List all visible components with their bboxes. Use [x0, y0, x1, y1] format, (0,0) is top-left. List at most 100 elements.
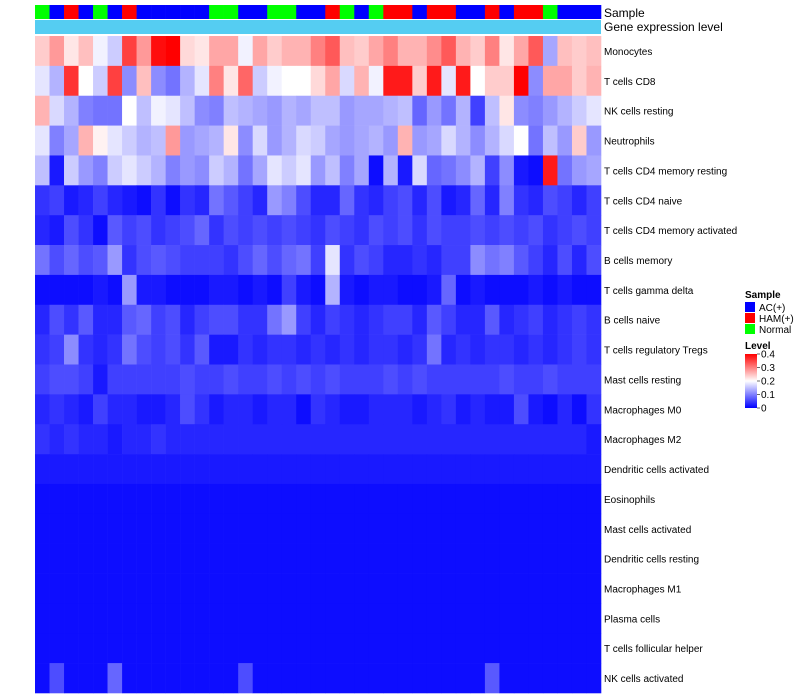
heatmap-cell [455, 125, 471, 156]
heatmap-cell [310, 364, 326, 395]
legend-sample-swatch [745, 324, 755, 334]
heatmap-cell [78, 304, 94, 335]
heatmap-cell [252, 483, 268, 515]
heatmap-cell [252, 36, 268, 67]
heatmap-cell [455, 185, 471, 216]
heatmap-cell [455, 65, 471, 97]
heatmap-cell [267, 215, 283, 246]
heatmap-cell [209, 245, 224, 276]
heatmap-cell [586, 155, 602, 186]
heatmap-cell [368, 513, 384, 544]
heatmap-cell [528, 633, 544, 664]
heatmap-cell [426, 65, 442, 97]
sample-track-cell [223, 5, 239, 19]
heatmap-cell [499, 245, 515, 276]
heatmap-cell [397, 454, 413, 485]
heatmap-cell [78, 125, 94, 156]
heatmap-cell [455, 364, 471, 395]
row-label: Dendritic cells activated [604, 465, 709, 476]
gene-expression-track [35, 20, 601, 34]
heatmap-cell [557, 364, 573, 395]
heatmap-cell [35, 36, 50, 67]
heatmap-cell [107, 454, 123, 485]
row-label: Eosinophils [604, 495, 655, 506]
heatmap-cell [296, 633, 312, 664]
heatmap-cell [383, 603, 399, 634]
heatmap-cell [136, 573, 152, 604]
heatmap-cell [339, 454, 355, 485]
sample-track-cell [455, 5, 471, 19]
sample-track-cell [238, 5, 253, 19]
heatmap-cell [586, 245, 602, 276]
heatmap-cell [64, 513, 79, 544]
heatmap-cell [64, 95, 79, 126]
heatmap-cell [296, 36, 312, 67]
heatmap-cell [542, 155, 558, 186]
heatmap-cell [513, 65, 529, 97]
heatmap-cell [165, 424, 181, 455]
heatmap-cell [441, 364, 457, 395]
heatmap-cell [499, 274, 515, 306]
heatmap-cell [78, 95, 94, 126]
heatmap-cell [484, 185, 500, 216]
heatmap-cell [78, 633, 94, 664]
heatmap-cell [194, 215, 210, 246]
heatmap-cell [180, 633, 195, 664]
heatmap-cell [513, 603, 529, 634]
heatmap-cell [310, 424, 326, 455]
heatmap-cell [383, 573, 399, 604]
heatmap-cell [49, 155, 65, 186]
heatmap-cell [586, 274, 602, 306]
heatmap-cell [412, 663, 428, 694]
sample-track-cell [136, 5, 152, 19]
heatmap-cell [252, 125, 268, 156]
sample-track-cell [354, 5, 370, 19]
heatmap-cell [93, 633, 108, 664]
heatmap-cell [470, 274, 486, 306]
heatmap-cell [223, 95, 239, 126]
heatmap-cell [368, 274, 384, 306]
heatmap-cell [310, 573, 326, 604]
heatmap-cell [223, 513, 239, 544]
heatmap-cell [151, 304, 166, 335]
heatmap-cell [513, 185, 529, 216]
heatmap-cell [426, 603, 442, 634]
heatmap-cell [151, 95, 166, 126]
heatmap-cell [383, 454, 399, 485]
heatmap-cell [209, 274, 224, 306]
heatmap-cell [194, 633, 210, 664]
heatmap-cell [122, 454, 137, 485]
heatmap-cell [354, 543, 370, 574]
heatmap-cell [368, 633, 384, 664]
heatmap-cell [93, 245, 108, 276]
heatmap-cell [426, 573, 442, 604]
heatmap-cell [107, 573, 123, 604]
heatmap-cell [557, 274, 573, 306]
heatmap-cell [78, 454, 94, 485]
heatmap-cell [557, 155, 573, 186]
heatmap-cell [281, 633, 297, 664]
heatmap-cell [64, 394, 79, 425]
heatmap-cell [383, 424, 399, 455]
heatmap-cell [310, 454, 326, 485]
heatmap-cell [180, 65, 195, 97]
heatmap-cell [49, 65, 65, 97]
heatmap-cell [194, 543, 210, 574]
heatmap-cell [455, 454, 471, 485]
heatmap-cell [310, 95, 326, 126]
legend-sample-label: Normal [759, 325, 791, 336]
heatmap-cell [180, 95, 195, 126]
heatmap-cell [528, 334, 544, 365]
heatmap-cell [78, 215, 94, 246]
heatmap-cell [368, 125, 384, 156]
heatmap-cell [470, 125, 486, 156]
heatmap-cell [455, 633, 471, 664]
heatmap-cell [296, 65, 312, 97]
heatmap-cell [296, 513, 312, 544]
heatmap-cell [122, 633, 137, 664]
heatmap-cell [78, 364, 94, 395]
heatmap-cell [136, 95, 152, 126]
heatmap-cell [122, 125, 137, 156]
heatmap-cell [484, 513, 500, 544]
heatmap-cell [122, 573, 137, 604]
